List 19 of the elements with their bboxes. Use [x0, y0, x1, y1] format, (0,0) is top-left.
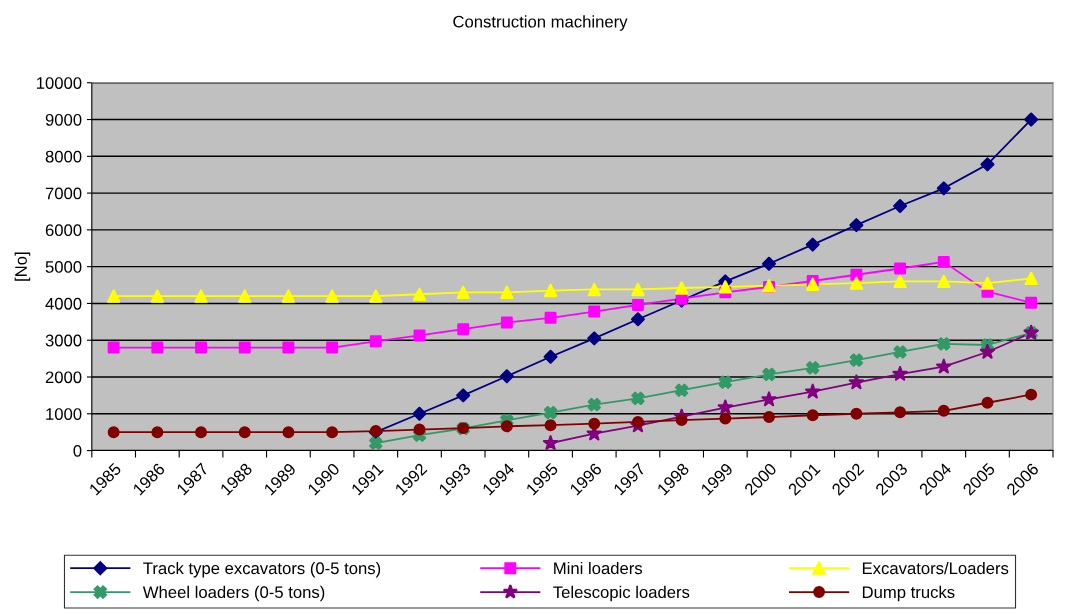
legend-label: Excavators/Loaders [862, 561, 1009, 575]
y-tick-label: 10000 [37, 77, 82, 89]
y-tick-label: 0 [73, 444, 82, 457]
y-tick-label: 6000 [45, 224, 82, 237]
y-tick-label: 5000 [45, 261, 82, 273]
legend-label: Mini loaders [554, 561, 643, 575]
y-tick-label: 8000 [45, 150, 82, 163]
y-tick-label: 7000 [45, 187, 82, 200]
y-tick-label: 1000 [46, 408, 82, 420]
legend-label: Track type excavators (0-5 tons) [143, 561, 381, 578]
y-axis-title: [No] [14, 252, 31, 281]
y-tick-label: 2000 [45, 371, 82, 384]
y-tick-label: 3000 [45, 334, 82, 347]
y-tick-label: 4000 [45, 297, 82, 310]
chart-title: Construction machinery [453, 15, 628, 31]
y-tick-label: 9000 [45, 113, 82, 126]
legend-label: Wheel loaders (0-5 tons) [142, 585, 325, 602]
legend-label: Dump trucks [862, 585, 955, 602]
legend-label: Telescopic loaders [553, 585, 690, 602]
